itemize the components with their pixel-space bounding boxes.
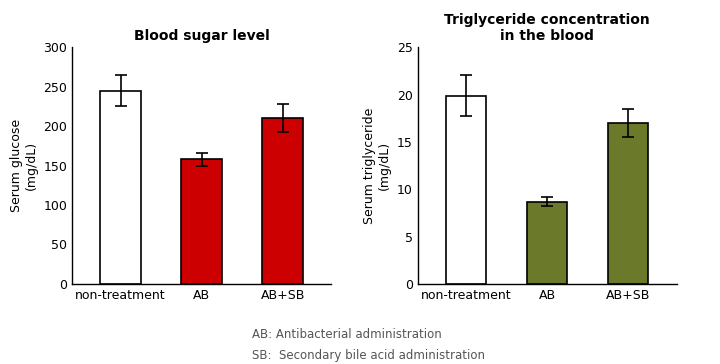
Title: Blood sugar level: Blood sugar level <box>134 29 269 43</box>
Bar <box>262 118 303 284</box>
Y-axis label: Serum glucose
(mg/dL): Serum glucose (mg/dL) <box>9 119 37 212</box>
Bar <box>608 123 649 284</box>
Bar <box>100 91 141 284</box>
Y-axis label: Serum triglyceride
(mg/dL): Serum triglyceride (mg/dL) <box>364 107 391 224</box>
Text: AB: Antibacterial administration: AB: Antibacterial administration <box>252 328 442 341</box>
Text: SB:  Secondary bile acid administration: SB: Secondary bile acid administration <box>252 349 485 363</box>
Bar <box>446 96 487 284</box>
Bar <box>181 159 222 284</box>
Bar <box>527 202 567 284</box>
Title: Triglyceride concentration
in the blood: Triglyceride concentration in the blood <box>444 13 650 43</box>
